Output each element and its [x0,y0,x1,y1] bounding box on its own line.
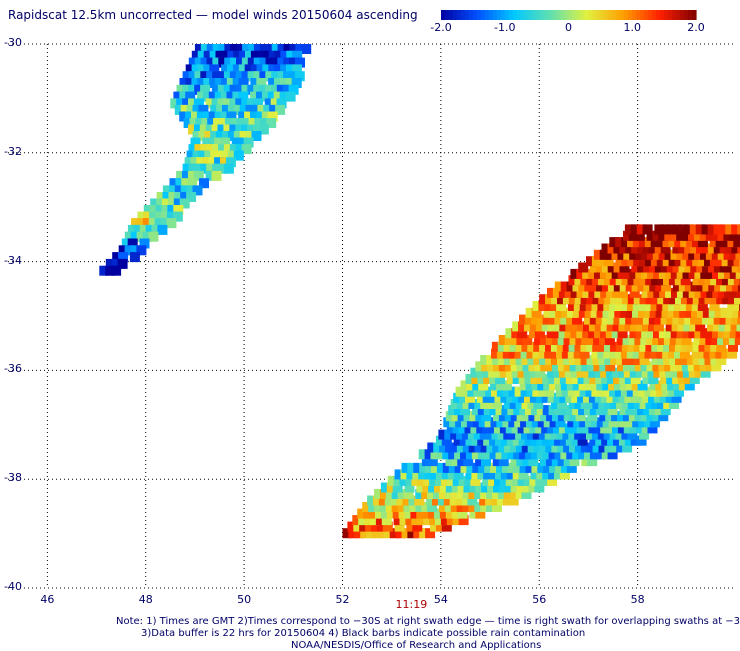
colorbar-step [668,10,673,20]
y-tick-label: -36 [4,362,22,375]
swath-cell [166,218,176,228]
colorbar-step [572,10,577,20]
colorbar-label: 2.0 [687,21,705,34]
colorbar-step [501,10,506,20]
colorbar-step [616,10,621,20]
y-tick-label: -30 [4,36,22,49]
colorbar-step [664,10,669,20]
colorbar-step [553,10,558,20]
x-tick-label: 54 [434,593,448,606]
colorbar-step [461,10,466,20]
swath-cell [130,252,140,262]
footnote-line-1: Note: 1) Times are GMT 2)Times correspon… [116,616,740,627]
colorbar-step [652,10,657,20]
colorbar-step [565,10,570,20]
colorbar-step [521,10,526,20]
colorbar-step [485,10,490,20]
colorbar-step [541,10,546,20]
x-tick-label: 52 [335,593,349,606]
colorbar-label: -2.0 [430,21,451,34]
colorbar-step [481,10,486,20]
y-tick-label: -32 [4,145,22,158]
colorbar-step [692,10,697,20]
swath-cell [301,44,311,54]
swath-cell [148,232,158,242]
swath-time-label: 11:19 [395,598,427,611]
colorbar-step [505,10,510,20]
colorbar-step [561,10,566,20]
colorbar-step [672,10,677,20]
colorbar-step [584,10,589,20]
colorbar-step [537,10,542,20]
colorbar-step [557,10,562,20]
colorbar-step [628,10,633,20]
colorbar-step [596,10,601,20]
colorbar-step [656,10,661,20]
swath-cell [157,225,167,235]
colorbar-step [588,10,593,20]
colorbar-step [497,10,502,20]
colorbar-step [636,10,641,20]
colorbar-step [525,10,530,20]
colorbar-step [457,10,462,20]
x-tick-label: 50 [237,593,251,606]
x-tick-label: 46 [40,593,54,606]
colorbar-step [489,10,494,20]
colorbar-step [569,10,574,20]
colorbar-label: -1.0 [494,21,515,34]
colorbar-step [549,10,554,20]
colorbar-step [620,10,625,20]
swath-cell [643,224,653,234]
colorbar-step [576,10,581,20]
colorbar-step [513,10,518,20]
colorbar-step [688,10,693,20]
x-tick-label: 48 [139,593,153,606]
colorbar-step [608,10,613,20]
y-tick-label: -34 [4,254,22,267]
x-tick-label: 56 [532,593,546,606]
colorbar-step [529,10,534,20]
y-tick-label: -38 [4,471,22,484]
colorbar-step [632,10,637,20]
colorbar-step [473,10,478,20]
colorbar-label: 0 [565,21,572,34]
swath-cell [212,171,222,181]
colorbar-label: 1.0 [624,21,642,34]
footnote-line-2: 3)Data buffer is 22 hrs for 20150604 4) … [141,628,585,639]
colorbar-step [640,10,645,20]
colorbar-step [604,10,609,20]
colorbar-step [509,10,514,20]
colorbar-step [465,10,470,20]
colorbar-step [453,10,458,20]
colorbar-step [580,10,585,20]
swath-cell [286,92,296,102]
footnote-line-3: NOAA/NESDIS/Office of Research and Appli… [291,640,541,651]
colorbar-step [592,10,597,20]
colorbar-step [624,10,629,20]
colorbar-step [600,10,605,20]
swath-cell [111,266,121,276]
colorbar-step [517,10,522,20]
colorbar-step [441,10,446,20]
y-tick-label: -40 [4,580,22,593]
colorbar-step [493,10,498,20]
x-tick-label: 58 [631,593,645,606]
colorbar-step [612,10,617,20]
swath-cell [224,164,234,174]
colorbar-step [469,10,474,20]
colorbar-step [660,10,665,20]
colorbar-step [533,10,538,20]
colorbar-step [680,10,685,20]
colorbar-step [545,10,550,20]
colorbar-step [445,10,450,20]
colorbar-step [684,10,689,20]
colorbar-step [644,10,649,20]
colorbar-step [676,10,681,20]
colorbar-step [648,10,653,20]
colorbar-step [477,10,482,20]
colorbar-step [449,10,454,20]
